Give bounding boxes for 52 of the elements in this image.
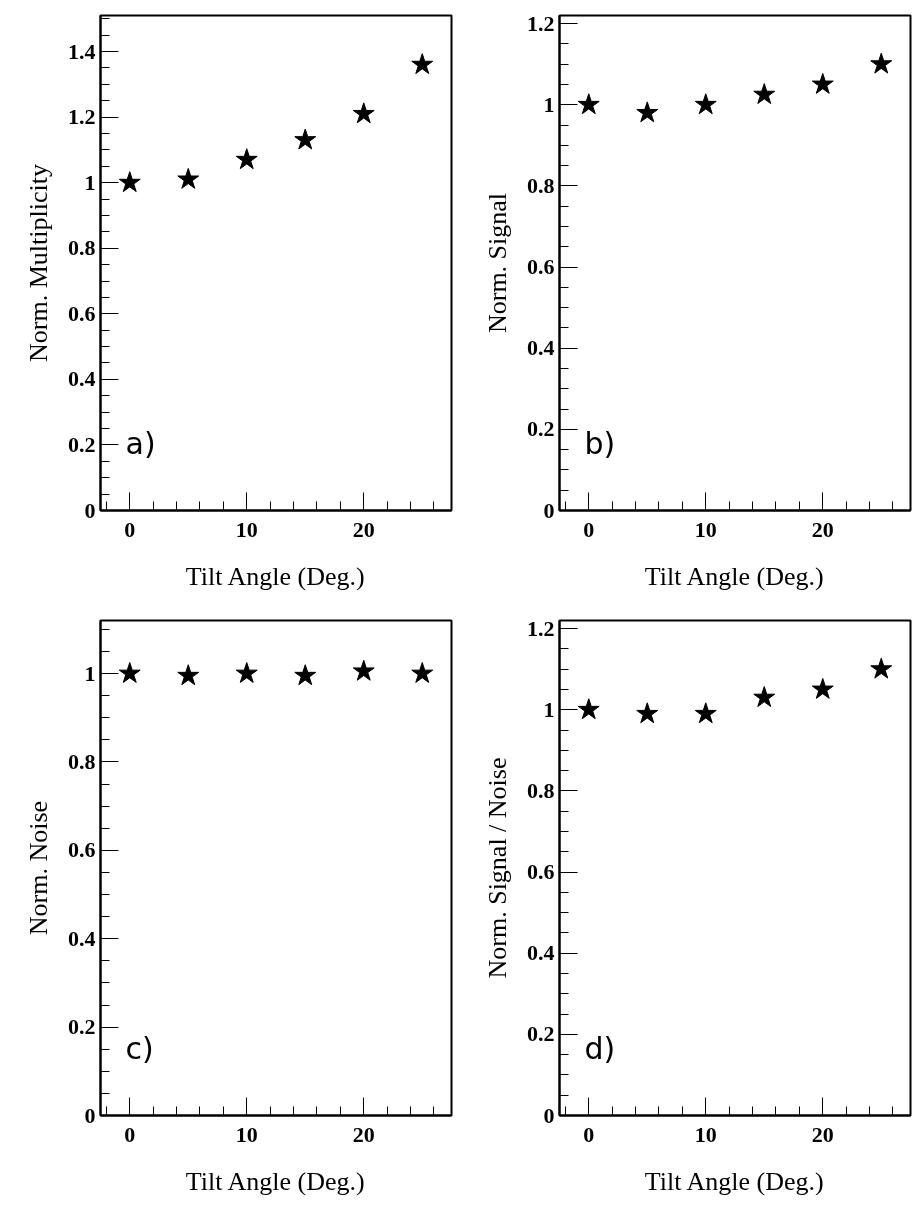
y-tick-label: 1.2: [527, 10, 555, 36]
y-tick-label: 1: [543, 696, 555, 722]
x-tick-label: 10: [235, 516, 258, 542]
x-tick-label: 10: [694, 516, 717, 542]
x-tick-label: 20: [352, 516, 375, 542]
y-tick-label: 0.8: [68, 748, 96, 774]
y-tick-label: 1: [543, 91, 555, 117]
y-tick-label: 0.2: [527, 416, 555, 442]
x-axis-title: Tilt Angle (Deg.): [644, 561, 824, 591]
x-tick-label: 0: [583, 516, 595, 542]
y-tick-label: 0.8: [68, 235, 96, 261]
y-tick-label: 0.6: [68, 837, 96, 863]
y-tick-label: 1.2: [527, 615, 555, 641]
y-tick-label: 0.2: [68, 431, 96, 457]
y-axis-title: Norm. Signal / Noise: [483, 757, 512, 979]
y-tick-label: 1.2: [68, 104, 96, 130]
y-tick-label: 0.8: [527, 777, 555, 803]
y-tick-label: 0: [84, 1102, 96, 1128]
y-tick-label: 0.2: [527, 1021, 555, 1047]
y-tick-label: 0.4: [68, 366, 96, 392]
y-tick-label: 0.4: [527, 335, 555, 361]
annotation: a): [125, 425, 156, 461]
x-tick-label: 20: [811, 1121, 834, 1147]
y-axis-title: Norm. Multiplicity: [24, 164, 53, 362]
y-tick-label: 1: [84, 169, 96, 195]
x-axis-title: Tilt Angle (Deg.): [644, 1166, 824, 1196]
x-tick-label: 0: [124, 1121, 136, 1147]
y-tick-label: 0: [84, 497, 96, 523]
x-tick-label: 0: [583, 1121, 595, 1147]
annotation: b): [584, 425, 616, 461]
annotation: d): [584, 1030, 616, 1066]
x-tick-label: 10: [694, 1121, 717, 1147]
y-tick-label: 0.6: [68, 300, 96, 326]
y-tick-label: 1: [84, 660, 96, 686]
x-tick-label: 0: [124, 516, 136, 542]
y-tick-label: 0.4: [68, 925, 96, 951]
y-tick-label: 0: [543, 1102, 555, 1128]
y-tick-label: 1.4: [68, 38, 96, 64]
y-axis-title: Norm. Signal: [483, 192, 512, 334]
annotation: c): [125, 1030, 154, 1066]
y-tick-label: 0.2: [68, 1014, 96, 1040]
x-tick-label: 10: [235, 1121, 258, 1147]
y-tick-label: 0.6: [527, 859, 555, 885]
x-tick-label: 20: [352, 1121, 375, 1147]
y-tick-label: 0.4: [527, 940, 555, 966]
x-axis-title: Tilt Angle (Deg.): [185, 1166, 365, 1196]
x-axis-title: Tilt Angle (Deg.): [185, 561, 365, 591]
y-axis-title: Norm. Noise: [24, 800, 53, 936]
y-tick-label: 0.6: [527, 254, 555, 280]
y-tick-label: 0.8: [527, 172, 555, 198]
x-tick-label: 20: [811, 516, 834, 542]
y-tick-label: 0: [543, 497, 555, 523]
